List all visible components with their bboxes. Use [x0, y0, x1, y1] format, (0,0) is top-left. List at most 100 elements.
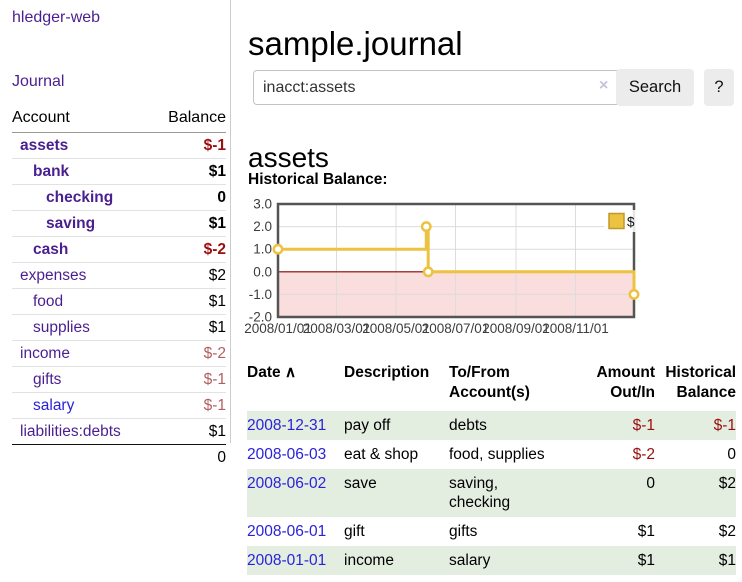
column-header-description: Description	[344, 364, 430, 381]
transaction-row: 2008-06-01 gift gifts $1 $2	[247, 517, 736, 546]
y-tick-label: 3.0	[253, 197, 272, 212]
transaction-amount-cell: $1	[637, 552, 655, 569]
y-tick-label: -1.0	[249, 287, 272, 302]
transaction-accounts-cell: debts	[449, 417, 487, 434]
account-row: supplies $1	[12, 314, 226, 341]
accounts-header-account: Account	[12, 106, 152, 133]
account-row: expenses $2	[12, 262, 226, 289]
account-row: cash $-2	[12, 236, 226, 263]
transaction-date-cell: 2008-06-02	[247, 469, 344, 517]
account-balance: $1	[151, 210, 226, 237]
transaction-amount-cell: $1	[637, 523, 655, 540]
search-form: × Search ?	[247, 69, 736, 106]
account-row: food $1	[12, 288, 226, 315]
y-tick-label: 2.0	[253, 219, 272, 234]
account-link[interactable]: bank	[33, 162, 70, 180]
accounts-total-row: 0	[12, 444, 226, 470]
account-row: liabilities:debts $1	[12, 418, 226, 445]
sidebar-item-journal[interactable]: Journal	[12, 73, 65, 90]
account-balance: $1	[151, 158, 226, 185]
account-balance: $2	[151, 262, 226, 289]
transaction-date-link[interactable]: 2008-06-03	[247, 446, 327, 463]
sort-ascending-icon: ∧	[284, 364, 297, 381]
account-link[interactable]: cash	[33, 240, 69, 258]
chart-title: Historical Balance:	[248, 171, 388, 188]
y-tick-label: -2.0	[249, 310, 272, 325]
account-heading: assets	[248, 142, 329, 174]
account-row: saving $1	[12, 210, 226, 237]
account-balance: $1	[151, 288, 226, 315]
y-tick-label: 1.0	[253, 242, 272, 257]
transaction-amount-cell: 0	[646, 475, 655, 492]
data-point-marker	[422, 266, 434, 278]
transaction-date-cell: 2008-12-31	[247, 411, 344, 440]
search-button[interactable]: Search	[616, 69, 694, 106]
account-link[interactable]: supplies	[33, 318, 90, 336]
transaction-row: 2008-12-31 pay off debts $-1 $-1	[247, 411, 736, 440]
account-link[interactable]: food	[33, 292, 64, 310]
transaction-date-link[interactable]: 2008-06-01	[247, 523, 327, 540]
plot-border	[276, 202, 636, 319]
clear-search-icon[interactable]: ×	[599, 77, 609, 94]
transaction-row: 2008-06-03 eat & shop food, supplies $-2 0	[247, 440, 736, 469]
transaction-row: 2008-06-02 save saving, checking 0 $2	[247, 469, 736, 517]
sidebar: hledger-web Journal Account Balance asse…	[0, 0, 231, 470]
account-row: bank $1	[12, 158, 226, 185]
transaction-date-link[interactable]: 2008-12-31	[247, 417, 327, 434]
transaction-description-cell: save	[344, 475, 377, 492]
account-link[interactable]: expenses	[20, 266, 87, 284]
x-tick-label: 2008/05/01	[362, 321, 430, 336]
transaction-date-cell: 2008-06-03	[247, 440, 344, 469]
account-row: gifts $-1	[12, 366, 226, 393]
transaction-date-cell: 2008-06-01	[247, 517, 344, 546]
transaction-amount-cell: $-2	[632, 446, 655, 463]
y-tick-label: 0.0	[253, 264, 272, 279]
help-button[interactable]: ?	[704, 69, 734, 106]
account-row: assets $-1	[12, 133, 226, 159]
data-point-marker	[272, 243, 284, 255]
accounts-total-value: 0	[151, 444, 226, 470]
legend-label: $	[627, 215, 635, 230]
column-header-balance: Historical Balance	[665, 364, 736, 401]
account-link[interactable]: liabilities:debts	[20, 422, 121, 440]
column-header-accounts: To/From Account(s)	[449, 364, 530, 401]
historical-balance-chart: $3.0 2.0 1.0 0.0 -1.0 -2.0 2008/01/01 2008/03/0…	[244, 197, 652, 342]
transaction-accounts-cell: salary	[449, 552, 491, 569]
app-brand-link[interactable]: hledger-web	[12, 9, 101, 26]
transactions-table: Date ∧ Description To/From Account(s) Am…	[247, 360, 736, 575]
account-balance: $-1	[151, 392, 226, 419]
transaction-balance-cell: $2	[718, 523, 736, 540]
account-link[interactable]: assets	[20, 136, 69, 154]
account-balance: 0	[151, 184, 226, 211]
account-link[interactable]: saving	[46, 214, 96, 232]
x-tick-label: 2008/09/01	[482, 321, 550, 336]
transaction-row: 2008-01-01 income salary $1 $1	[247, 546, 736, 575]
transaction-date-link[interactable]: 2008-01-01	[247, 552, 327, 569]
transaction-balance-cell: $1	[718, 552, 736, 569]
account-row: checking 0	[12, 184, 226, 211]
account-link[interactable]: salary	[33, 396, 75, 414]
data-point-marker	[420, 221, 432, 233]
account-link[interactable]: income	[20, 344, 70, 362]
transaction-accounts-cell: food, supplies	[449, 446, 545, 463]
account-link[interactable]: gifts	[33, 370, 62, 388]
sidebar-accounts-body: assets $-1 bank $1 checking 0 saving $1 cash $-2 e…	[12, 133, 226, 445]
transaction-description-cell: eat & shop	[344, 446, 419, 463]
x-tick-label: 2008/11/01	[542, 321, 609, 336]
transaction-date-link[interactable]: 2008-06-02	[247, 475, 327, 492]
transactions-body: 2008-12-31 pay off debts $-1 $-1 2008-06-03 ea…	[247, 411, 736, 575]
search-input[interactable]	[253, 70, 628, 105]
account-balance: $-1	[203, 136, 226, 154]
account-link[interactable]: checking	[46, 188, 114, 206]
x-tick-label: 2008/07/01	[422, 321, 490, 336]
transaction-balance-cell: $-1	[713, 417, 736, 434]
x-tick-label: 2008/03/01	[303, 321, 371, 336]
transaction-description-cell: income	[344, 552, 394, 569]
x-tick-label: 2008/01/01	[244, 321, 312, 336]
transaction-accounts-cell: saving, checking	[449, 475, 511, 511]
balance-chart-svg: $3.0 2.0 1.0 0.0 -1.0 -2.02008/01/012008/03/0…	[244, 197, 646, 336]
account-row: salary $-1	[12, 392, 226, 419]
column-header-date[interactable]: Date ∧	[247, 364, 297, 381]
transaction-description-cell: pay off	[344, 417, 391, 434]
legend-swatch	[608, 212, 625, 230]
